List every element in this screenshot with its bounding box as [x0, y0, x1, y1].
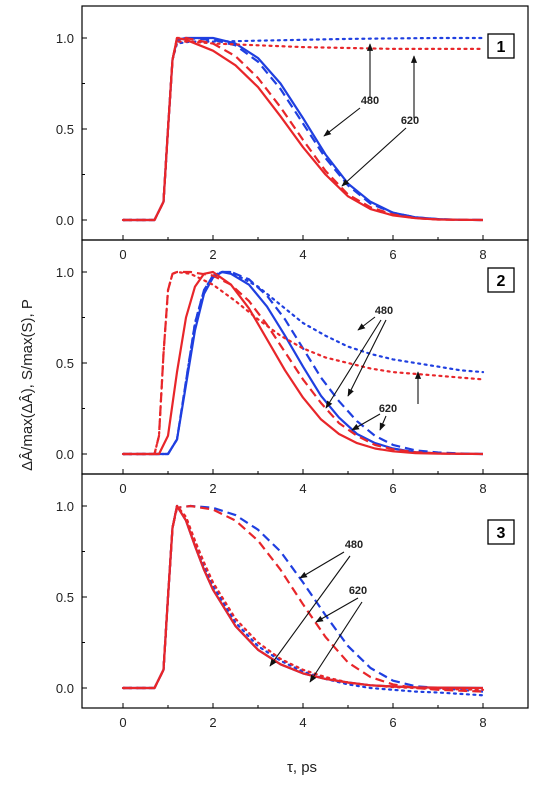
x-tick-label: 6 [389, 481, 396, 496]
annotation-arrow [315, 597, 359, 623]
series-blue-dashed [123, 504, 484, 693]
series-red-solid [123, 36, 484, 222]
y-axis-title: ΔÂ/max(ΔÂ), S/max(S), P [19, 299, 36, 471]
panel-number: 2 [497, 273, 506, 290]
y-tick-label: 0.5 [56, 122, 74, 137]
series-group [121, 504, 485, 697]
panel-number-box [487, 33, 515, 59]
annotation-arrow [379, 415, 387, 431]
x-tick-label: 8 [479, 481, 486, 496]
annotation-arrow [323, 107, 361, 137]
annotation-arrow [347, 319, 387, 397]
x-tick-label: 4 [299, 715, 306, 730]
panel-number-box [487, 519, 515, 545]
series-red-solid [123, 270, 484, 456]
annotation-label: 480 [361, 95, 379, 107]
series-blue-dotted [121, 270, 485, 456]
annotation-label: 620 [401, 115, 419, 127]
y-tick-label: 0.0 [56, 213, 74, 228]
series-red-dashed [123, 36, 484, 222]
series-red-dotted [121, 270, 485, 456]
y-tick-label: 1.0 [56, 31, 74, 46]
panel-number-box [487, 267, 515, 293]
series-blue-dashed [123, 270, 484, 456]
series-group [121, 36, 485, 222]
series-red-dashed [123, 270, 484, 456]
y-tick-label: 0.0 [56, 681, 74, 696]
x-tick-label: 8 [479, 715, 486, 730]
y-tick-label: 1.0 [56, 265, 74, 280]
annotation-arrow [351, 413, 381, 431]
y-tick-label: 0.5 [56, 590, 74, 605]
x-tick-label: 6 [389, 247, 396, 262]
x-tick-label: 2 [209, 715, 216, 730]
annotation-arrow [357, 316, 376, 331]
x-tick-label: 2 [209, 481, 216, 496]
annotation-arrow [269, 555, 351, 667]
x-tick-label: 4 [299, 247, 306, 262]
x-tick-label: 0 [119, 481, 126, 496]
panel-frame [81, 239, 529, 475]
x-tick-label: 8 [479, 247, 486, 262]
y-tick-label: 0.5 [56, 356, 74, 371]
x-tick-label: 6 [389, 715, 396, 730]
x-tick-label: 4 [299, 481, 306, 496]
annotation-arrow [309, 601, 363, 683]
series-red-dotted [121, 40, 485, 222]
panel-frame [81, 473, 529, 709]
annotation-label: 480 [375, 305, 393, 317]
panel-number: 3 [497, 525, 506, 542]
series-blue-solid [123, 504, 484, 690]
annotation-label: 480 [345, 539, 363, 551]
annotation-arrow [341, 127, 407, 187]
y-tick-label: 0.0 [56, 447, 74, 462]
x-axis-title: τ, ps [287, 759, 317, 776]
series-blue-dotted [121, 504, 485, 697]
panel-number: 1 [497, 39, 506, 56]
annotation-label: 620 [349, 585, 367, 597]
y-tick-label: 1.0 [56, 499, 74, 514]
x-tick-label: 0 [119, 247, 126, 262]
annotation-arrow [299, 551, 345, 579]
series-red-solid [123, 504, 484, 690]
series-blue-dotted [121, 36, 485, 222]
series-group [121, 270, 485, 456]
x-tick-label: 0 [119, 715, 126, 730]
annotation-label: 620 [379, 403, 397, 415]
annotation-arrow [325, 319, 382, 409]
series-blue-dashed [123, 36, 484, 222]
x-tick-label: 2 [209, 247, 216, 262]
panel-1: 0 2 4 6 8 0.0 0.5 1.0 480 620 1 [56, 5, 529, 262]
series-blue-solid [123, 36, 484, 222]
series-red-dashed [123, 504, 484, 693]
series-blue-solid [123, 270, 484, 456]
series-red-dotted [121, 504, 485, 691]
